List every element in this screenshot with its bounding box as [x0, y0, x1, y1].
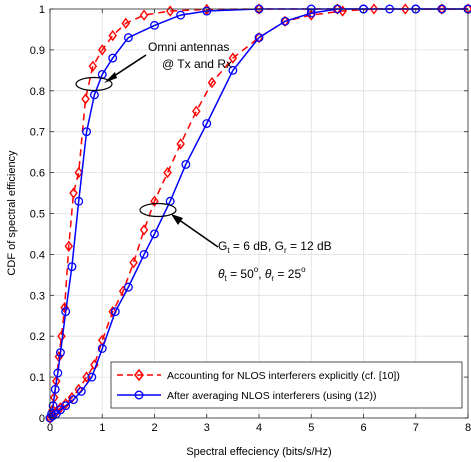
- data-point-circle: [110, 307, 120, 317]
- x-axis-title: Spectral effeciency (bits/s/Hz): [186, 446, 331, 458]
- annotation-omni-line1: Omni antennas: [148, 40, 229, 54]
- data-point-diamond: [333, 3, 342, 15]
- y-tick-label: 0.5: [30, 209, 45, 221]
- data-point-circle: [123, 33, 133, 43]
- data-point-circle: [69, 395, 78, 405]
- data-point-circle: [76, 386, 86, 396]
- data-point-circle: [53, 368, 63, 378]
- x-tick-label: 7: [413, 422, 419, 434]
- data-point-circle: [50, 384, 60, 394]
- y-tick-label: 0.8: [30, 86, 45, 98]
- y-tick-label: 0.1: [30, 372, 45, 384]
- legend: Accounting for NLOS interferers explicit…: [110, 361, 463, 409]
- legend-entry-red: Accounting for NLOS interferers explicit…: [167, 370, 400, 382]
- data-point-circle: [74, 196, 84, 206]
- data-point-circle: [202, 6, 212, 16]
- data-point-diamond: [369, 3, 379, 15]
- annotation-ellipse-directional: [139, 202, 177, 218]
- annotation-arrowhead-directional: [171, 214, 183, 225]
- legend-box: [110, 361, 463, 409]
- annotation-arrow-directional: [174, 216, 219, 248]
- x-tick-label: 5: [308, 422, 314, 434]
- annotation-omni: Omni antennas @ Tx and Rx: [75, 40, 232, 92]
- data-point-circle: [97, 344, 107, 353]
- data-point-diamond: [74, 166, 83, 179]
- data-point-diamond: [108, 29, 117, 42]
- data-point-circle: [150, 229, 159, 239]
- axis-ticks: 0 1 2 3 4 5 6 7 8 0 0.1 0.2 0.3 0.4 0.5 0.6 0.7 0.8 0.9 1: [30, 4, 471, 434]
- y-tick-label: 0.6: [30, 168, 45, 180]
- annotation-arrowhead-omni: [104, 72, 117, 83]
- data-point-diamond: [165, 5, 175, 17]
- y-tick-label: 1: [39, 4, 45, 16]
- data-point-circle: [176, 10, 186, 20]
- data-point-diamond: [69, 187, 78, 199]
- data-point-diamond: [98, 44, 107, 56]
- annotation-omni-line2: @ Tx and Rx: [162, 57, 232, 71]
- data-point-circle: [139, 249, 149, 259]
- data-point-diamond: [254, 3, 264, 15]
- y-tick-label: 0.2: [30, 331, 45, 343]
- annotation-angles: θt = 50o, θr = 25o: [218, 265, 306, 283]
- data-point-circle: [61, 307, 71, 317]
- data-point-diamond: [207, 76, 217, 89]
- data-point-circle: [48, 401, 58, 411]
- annotation-directional: Gt = 6 dB, Gr = 12 dB θt = 50o, θr = 25o: [139, 202, 332, 283]
- data-point-circle: [280, 16, 290, 26]
- data-point-circle: [150, 20, 159, 30]
- data-point-circle: [108, 53, 118, 63]
- data-point-circle: [254, 33, 264, 43]
- x-tick-label: 1: [99, 422, 105, 434]
- y-tick-label: 0.3: [30, 290, 45, 302]
- data-point-circle: [181, 159, 191, 169]
- data-point-diamond: [228, 52, 238, 64]
- data-point-diamond: [163, 166, 172, 179]
- data-point-diamond: [176, 138, 185, 150]
- data-point-diamond: [280, 15, 290, 27]
- data-point-circle: [202, 119, 212, 128]
- x-tick-label: 8: [465, 422, 471, 434]
- legend-marker-circle: [134, 390, 144, 400]
- data-point-circle: [67, 262, 77, 272]
- data-point-diamond: [121, 17, 131, 29]
- y-tick-label: 0.9: [30, 45, 45, 57]
- x-tick-label: 4: [256, 422, 262, 434]
- data-point-circle: [123, 282, 133, 292]
- data-point-diamond: [81, 93, 90, 105]
- data-point-diamond: [192, 105, 201, 117]
- data-point-diamond: [139, 224, 149, 236]
- x-tick-label: 0: [47, 422, 53, 434]
- y-tick-label: 0.7: [30, 127, 45, 139]
- y-tick-label: 0: [39, 413, 45, 425]
- legend-marker-diamond: [134, 368, 144, 382]
- data-point-circle: [228, 65, 238, 75]
- data-point-diamond: [129, 256, 138, 269]
- x-tick-label: 3: [204, 422, 210, 434]
- data-point-circle: [87, 372, 97, 382]
- annotation-gains: Gt = 6 dB, Gr = 12 dB: [218, 239, 332, 255]
- legend-entry-blue: After averaging NLOS interferers (using …: [167, 390, 377, 402]
- data-point-circle: [61, 401, 71, 411]
- x-tick-label: 2: [151, 422, 157, 434]
- annotation-ellipse-omni: [75, 76, 113, 92]
- data-point-diamond: [401, 3, 410, 15]
- data-point-diamond: [150, 195, 159, 207]
- y-axis-title: CDF of spectral efficiency: [6, 150, 18, 276]
- y-tick-label: 0.4: [30, 249, 45, 261]
- data-point-diamond: [88, 60, 98, 72]
- x-tick-label: 6: [360, 422, 366, 434]
- data-point-circle: [56, 348, 65, 358]
- data-point-diamond: [64, 240, 74, 252]
- data-point-diamond: [108, 305, 117, 318]
- data-point-circle: [82, 127, 92, 137]
- data-point-diamond: [139, 9, 149, 21]
- data-point-diamond: [437, 3, 447, 15]
